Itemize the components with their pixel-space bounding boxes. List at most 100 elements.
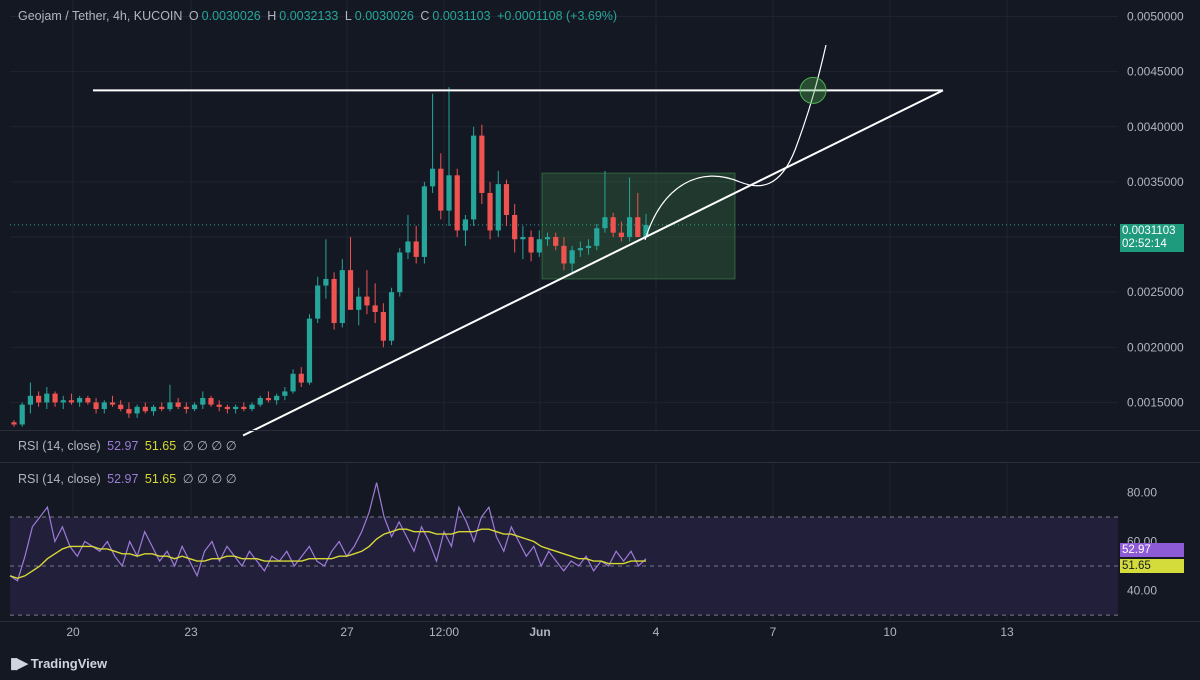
candle-body — [208, 398, 214, 405]
candle-body — [93, 402, 99, 410]
candle-body — [142, 406, 148, 412]
candle-body — [610, 217, 616, 233]
candle-body — [413, 241, 419, 257]
rsi-ma-legend-value: 51.65 — [144, 472, 177, 486]
candle-body — [118, 404, 124, 410]
price-tick-label: 0.0015000 — [1127, 395, 1184, 409]
candlestick-series — [11, 87, 649, 427]
rsi-value-tag: 52.97 — [1120, 543, 1184, 557]
candle-body — [101, 402, 107, 410]
pane-separator-rsi[interactable] — [0, 462, 1200, 463]
candle-body — [380, 312, 386, 341]
candle-body — [512, 215, 518, 240]
candle-body — [577, 248, 583, 251]
candle-body — [52, 393, 58, 403]
candle-body — [77, 398, 83, 403]
candle-body — [11, 422, 17, 425]
breakout-circle — [799, 76, 827, 104]
candle-body — [397, 252, 403, 293]
candle-body — [536, 239, 542, 253]
candle-body — [528, 237, 534, 253]
candle-body — [553, 237, 559, 246]
candle-body — [167, 402, 173, 410]
price-tick-label: 0.0035000 — [1127, 175, 1184, 189]
candle-body — [44, 393, 50, 403]
candle-body — [462, 219, 469, 231]
price-axis[interactable]: 0.0050000 0.0045000 0.0040000 0.0035000 0.00… — [1127, 10, 1184, 598]
rsi-legend-value: 52.97 — [107, 439, 139, 453]
time-axis[interactable]: 20 23 27 12:00 Jun 4 7 10 13 — [66, 625, 1014, 639]
candle-body — [503, 184, 510, 215]
low-label: L — [344, 9, 352, 23]
open-value: 0.0030026 — [201, 9, 261, 23]
candle-body — [109, 402, 116, 405]
price-tick-label: 0.0050000 — [1127, 10, 1184, 24]
candle-body — [388, 292, 395, 341]
symbol-title[interactable]: Geojam / Tether, 4h, KUCOIN — [18, 9, 183, 23]
candle-body — [339, 270, 345, 324]
brand-name: TradingView — [30, 655, 108, 671]
candle-body — [274, 395, 280, 401]
candle-body — [36, 395, 42, 403]
close-value: 0.0031103 — [432, 9, 491, 23]
bar-countdown: 02:52:14 — [1122, 238, 1167, 250]
pane-separator[interactable] — [0, 430, 1200, 431]
candle-body — [85, 398, 91, 403]
close-label: C — [420, 9, 430, 23]
candle-body — [471, 135, 477, 220]
candle-body — [520, 237, 526, 240]
main-legend: Geojam / Tether, 4h, KUCOIN O 0.0030026 H… — [18, 9, 620, 23]
candle-body — [241, 406, 247, 410]
candle-body — [159, 406, 165, 410]
candle-body — [495, 184, 501, 231]
rsi-ma-legend-value: 51.65 — [144, 439, 177, 453]
candle-body — [19, 404, 25, 425]
candle-body — [298, 373, 304, 383]
candle-body — [602, 217, 608, 229]
rsi-extra: ∅ ∅ ∅ ∅ — [182, 472, 237, 486]
ascending-trendline — [242, 89, 944, 437]
change-value: +0.0001108 (+3.69%) — [497, 9, 618, 23]
candle-body — [224, 406, 231, 410]
candle-body — [438, 168, 444, 211]
time-axis-separator — [0, 621, 1200, 622]
time-tick-label: 10 — [883, 625, 897, 639]
time-tick-label: Jun — [529, 625, 550, 639]
candle-body — [290, 373, 296, 392]
rsi-title: RSI (14, close) — [18, 472, 101, 486]
rsi-ma-value-tag: 51.65 — [1120, 559, 1184, 573]
candle-body — [594, 228, 600, 246]
tradingview-logo-icon: ▮▶ — [10, 655, 28, 672]
candle-body — [429, 168, 436, 187]
time-tick-label: 13 — [1000, 625, 1014, 639]
last-price-tag: 0.0031103 02:52:14 — [1120, 224, 1184, 252]
high-value: 0.0032133 — [279, 9, 339, 23]
candle-body — [134, 406, 140, 414]
price-tick-label: 0.0025000 — [1127, 285, 1184, 299]
rsi-title: RSI (14, close) — [18, 439, 101, 453]
rsi-legend[interactable]: RSI (14, close) 52.97 51.65 ∅ ∅ ∅ ∅ — [18, 471, 240, 486]
low-value: 0.0030026 — [354, 9, 414, 23]
candle-body — [487, 192, 493, 231]
candle-body — [265, 398, 272, 401]
candle-body — [372, 305, 378, 313]
tradingview-branding[interactable]: ▮▶ TradingView — [10, 654, 107, 672]
rsi-band — [10, 516, 1118, 616]
candle-body — [150, 406, 157, 412]
candle-body — [191, 404, 198, 410]
time-tick-label: 27 — [340, 625, 354, 639]
candle-body — [405, 241, 411, 253]
candle-body — [643, 224, 649, 238]
rsi-legend-collapsed[interactable]: RSI (14, close) 52.97 51.65 ∅ ∅ ∅ ∅ — [18, 438, 240, 453]
time-tick-label: 4 — [653, 625, 660, 639]
candle-body — [183, 406, 189, 410]
candle-body — [27, 395, 34, 405]
rsi-tick-label: 80.00 — [1127, 485, 1157, 499]
candle-body — [282, 391, 288, 396]
candle-body — [249, 404, 255, 410]
candle-body — [364, 296, 370, 306]
candle-body — [446, 175, 452, 211]
drawing-tools[interactable] — [93, 44, 944, 437]
candle-body — [569, 250, 575, 264]
